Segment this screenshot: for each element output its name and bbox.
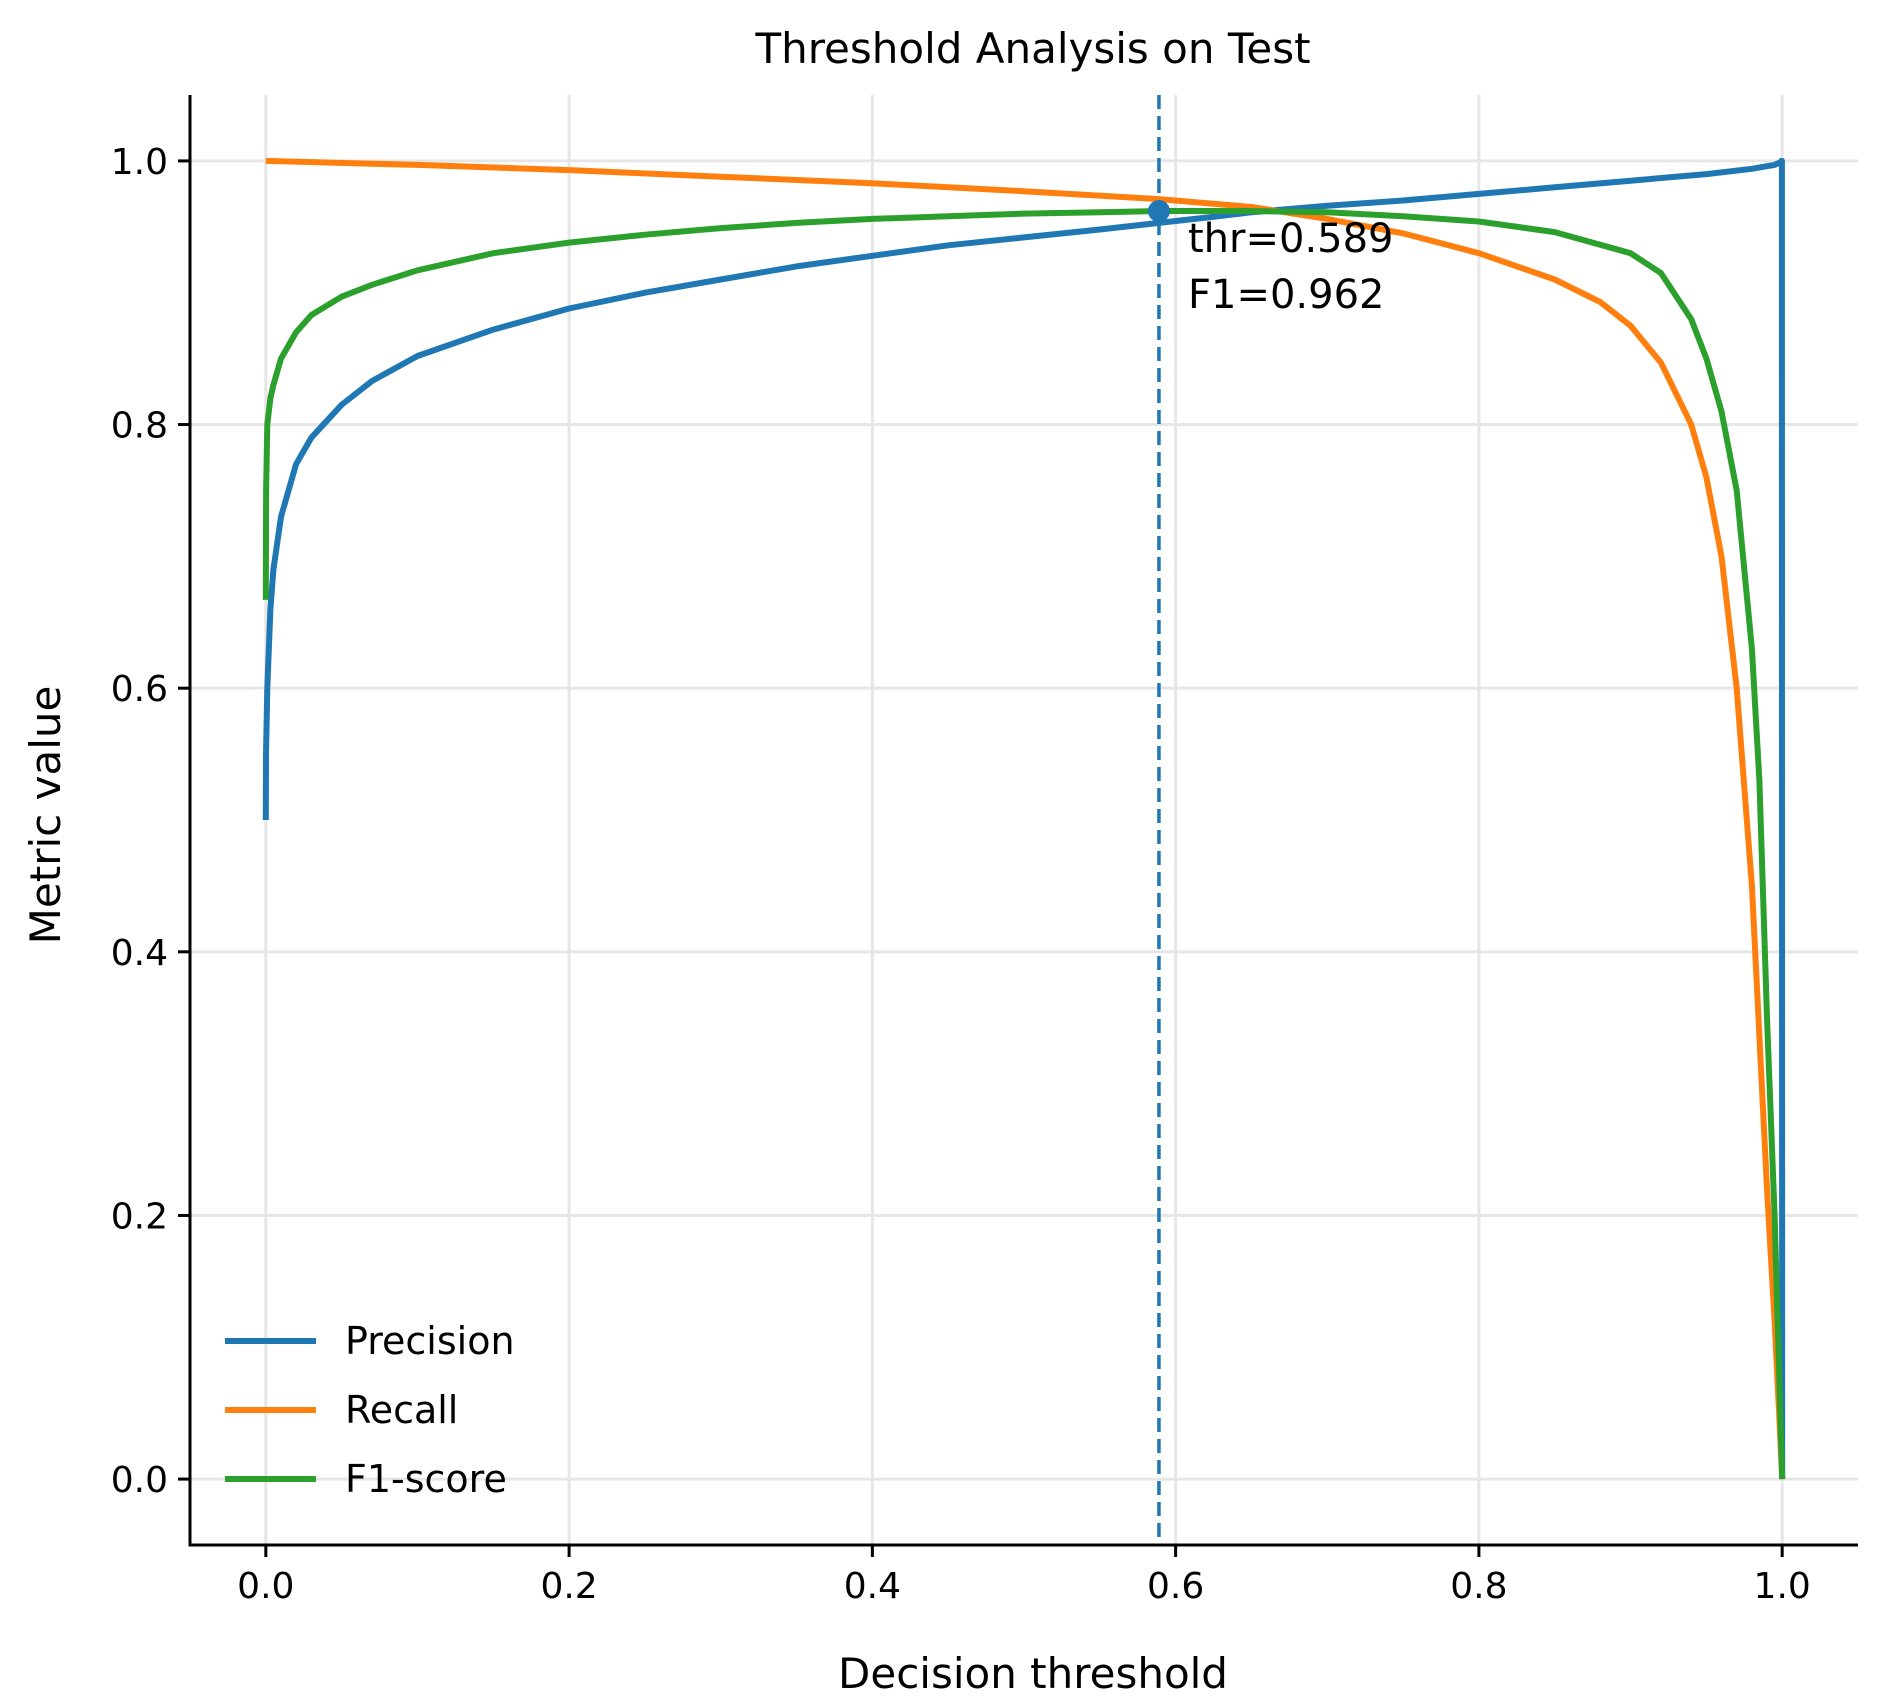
y-tick-label-0: 0.0 <box>111 1460 168 1501</box>
x-tick-label-2: 0.4 <box>844 1566 901 1607</box>
x-tick-label-5: 1.0 <box>1754 1566 1811 1607</box>
y-tick-label-5: 1.0 <box>111 142 168 183</box>
chart-title: Threshold Analysis on Test <box>754 24 1310 73</box>
best-threshold-marker <box>1147 200 1170 222</box>
y-tick-label-2: 0.4 <box>111 933 168 974</box>
axes <box>188 95 1858 1547</box>
series-line-precision <box>262 157 1786 1480</box>
series-lines <box>262 157 1786 1480</box>
legend-label-recall: Recall <box>345 1388 458 1432</box>
x-tick-label-4: 0.8 <box>1450 1566 1507 1607</box>
annotation-threshold: thr=0.589 <box>1188 216 1394 262</box>
legend-label-precision: Precision <box>345 1319 515 1363</box>
y-tick-label-1: 0.2 <box>111 1196 168 1237</box>
x-tick-label-0: 0.0 <box>237 1566 294 1607</box>
legend-label-f1-score: F1-score <box>345 1457 507 1501</box>
x-axis-label: Decision threshold <box>838 1649 1228 1698</box>
x-tick-label-3: 0.6 <box>1147 1566 1204 1607</box>
y-tick-label-3: 0.6 <box>111 669 168 710</box>
annotation-f1: F1=0.962 <box>1188 272 1384 318</box>
legend: Precision Recall F1-score <box>225 1319 515 1501</box>
y-tick-label-4: 0.8 <box>111 406 168 447</box>
tick-labels: 0.0 0.2 0.4 0.6 0.8 1.0 0.0 0.2 0.4 0.6 0.8 1.0 <box>111 142 1811 1607</box>
series-line-recall <box>265 157 1786 1480</box>
y-axis-label: Metric value <box>21 686 70 945</box>
annotation: thr=0.589 F1=0.962 <box>1188 216 1394 318</box>
x-tick-label-1: 0.2 <box>540 1566 597 1607</box>
series-line-f1-score <box>262 208 1786 1480</box>
threshold-overlay <box>1147 95 1170 1545</box>
